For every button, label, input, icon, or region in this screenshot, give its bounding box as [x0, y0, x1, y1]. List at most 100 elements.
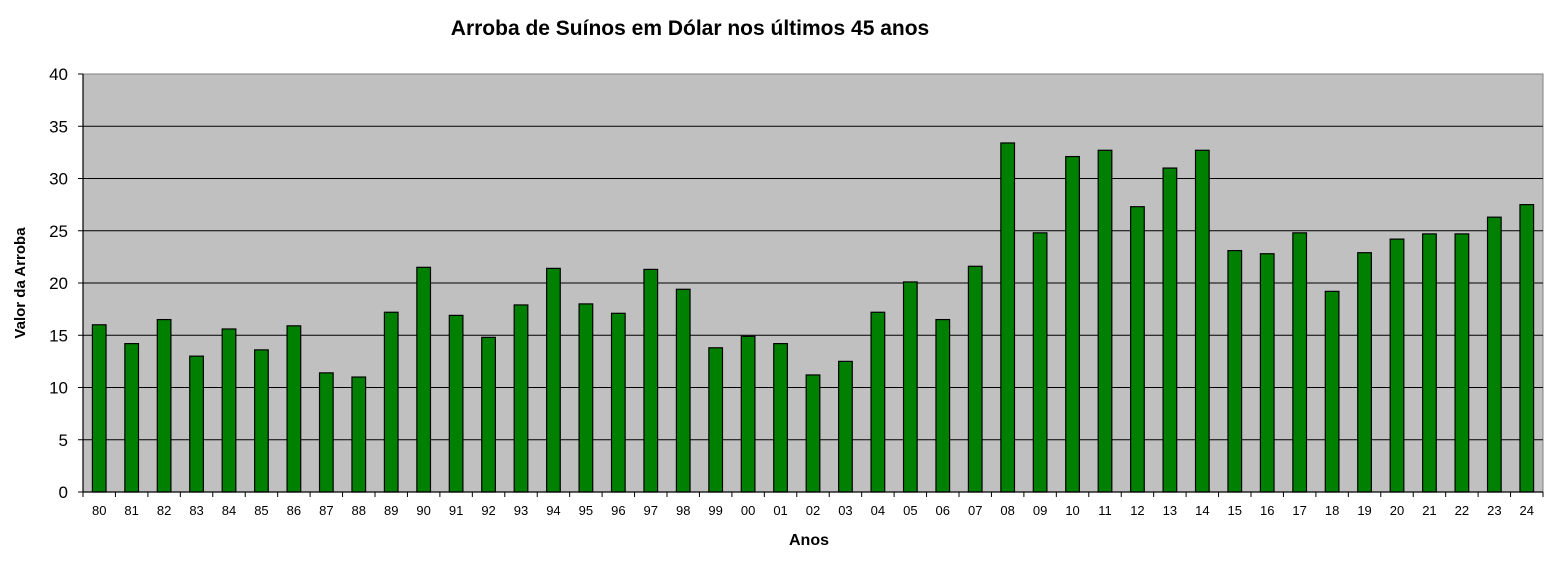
bar-86 — [286, 325, 302, 493]
bar-08 — [1000, 142, 1016, 493]
x-tick-label: 90 — [416, 503, 430, 518]
bar-24 — [1519, 204, 1535, 493]
x-tick-label: 03 — [838, 503, 852, 518]
bar-91 — [448, 314, 464, 493]
bar-13 — [1162, 167, 1178, 493]
x-tick-label: 99 — [708, 503, 722, 518]
x-tick-label: 01 — [773, 503, 787, 518]
x-tick-label: 14 — [1195, 503, 1209, 518]
bars — [91, 142, 1535, 493]
x-tick-label: 80 — [92, 503, 106, 518]
x-tick-label: 84 — [222, 503, 236, 518]
bar-11 — [1097, 149, 1113, 493]
bar-04 — [870, 311, 886, 493]
bar-94 — [546, 267, 561, 493]
bar-15 — [1227, 250, 1243, 493]
bar-87 — [318, 372, 334, 493]
x-tick-label: 11 — [1098, 503, 1112, 518]
bar-88 — [351, 376, 367, 493]
x-tick-label: 04 — [871, 503, 885, 518]
x-tick-label: 87 — [319, 503, 333, 518]
bar-81 — [124, 343, 140, 493]
x-tick-label: 91 — [449, 503, 463, 518]
y-tick-label: 20 — [49, 274, 68, 293]
x-tick-label: 00 — [741, 503, 755, 518]
bar-99 — [708, 347, 724, 493]
bar-23 — [1486, 216, 1502, 493]
bar-20 — [1389, 238, 1405, 493]
bar-96 — [610, 312, 626, 493]
bar-12 — [1130, 206, 1145, 493]
bar-19 — [1357, 252, 1372, 493]
bar-14 — [1194, 149, 1210, 493]
bar-89 — [383, 311, 399, 493]
bar-18 — [1324, 290, 1340, 493]
y-tick-label: 0 — [59, 483, 68, 502]
x-tick-label: 24 — [1520, 503, 1534, 518]
x-tick-label: 15 — [1228, 503, 1242, 518]
x-axis-title: Anos — [789, 532, 829, 549]
y-tick-label: 10 — [49, 379, 68, 398]
x-tick-label: 97 — [644, 503, 658, 518]
x-tick-label: 21 — [1422, 503, 1436, 518]
y-tick-labels: 0 5 10 15 20 25 30 35 40 — [49, 65, 68, 502]
y-tick-label: 30 — [49, 170, 68, 189]
x-tick-label: 83 — [189, 503, 203, 518]
bar-85 — [254, 349, 269, 493]
x-tick-label: 89 — [384, 503, 398, 518]
x-tick-label: 88 — [352, 503, 366, 518]
bar-98 — [675, 288, 691, 493]
x-tick-label: 81 — [124, 503, 138, 518]
y-tick-label: 15 — [49, 326, 68, 345]
bar-00 — [740, 335, 756, 493]
x-tick-label: 94 — [546, 503, 560, 518]
bar-84 — [221, 328, 237, 493]
bar-83 — [189, 355, 204, 493]
bar-02 — [805, 374, 821, 493]
x-tick-label: 12 — [1130, 503, 1144, 518]
x-tick-label: 98 — [676, 503, 690, 518]
x-tick-label: 18 — [1325, 503, 1339, 518]
bar-82 — [156, 318, 172, 493]
x-tick-label: 09 — [1033, 503, 1047, 518]
bar-06 — [935, 318, 951, 493]
x-tick-label: 93 — [514, 503, 528, 518]
y-tick-label: 35 — [49, 117, 68, 136]
bar-10 — [1065, 155, 1080, 493]
bar-03 — [838, 360, 853, 493]
x-tick-label: 10 — [1065, 503, 1079, 518]
y-axis-title: Valor da Arroba — [12, 227, 29, 339]
bar-16 — [1259, 253, 1275, 493]
bar-01 — [773, 343, 788, 493]
y-tick-label: 40 — [49, 65, 68, 84]
x-tick-label: 86 — [287, 503, 301, 518]
y-tick-label: 5 — [59, 431, 68, 450]
bar-09 — [1032, 232, 1048, 493]
x-tick-labels: 80 81 82 83 84 85 86 87 88 89 90 91 92 93 94 95 96 97 98 99… — [92, 503, 1534, 518]
x-tick-label: 06 — [936, 503, 950, 518]
bar-95 — [578, 303, 594, 493]
x-tick-label: 22 — [1455, 503, 1469, 518]
x-tick-label: 23 — [1487, 503, 1501, 518]
x-tick-label: 07 — [968, 503, 982, 518]
bar-92 — [481, 336, 496, 493]
bar-22 — [1454, 233, 1470, 493]
x-tick-label: 13 — [1163, 503, 1177, 518]
bar-80 — [91, 324, 107, 493]
bar-93 — [513, 304, 529, 493]
axes — [78, 73, 1544, 497]
bar-97 — [643, 268, 659, 493]
x-tick-label: 92 — [481, 503, 495, 518]
y-tick-label: 25 — [49, 222, 68, 241]
bar-90 — [416, 266, 432, 493]
x-tick-label: 19 — [1357, 503, 1371, 518]
x-tick-label: 16 — [1260, 503, 1274, 518]
x-tick-label: 95 — [579, 503, 593, 518]
bar-17 — [1292, 232, 1308, 493]
x-tick-label: 85 — [254, 503, 268, 518]
bar-07 — [967, 265, 983, 493]
x-tick-label: 08 — [1000, 503, 1014, 518]
chart-title: Arroba de Suínos em Dólar nos últimos 45… — [451, 17, 929, 40]
x-tick-label: 20 — [1390, 503, 1404, 518]
